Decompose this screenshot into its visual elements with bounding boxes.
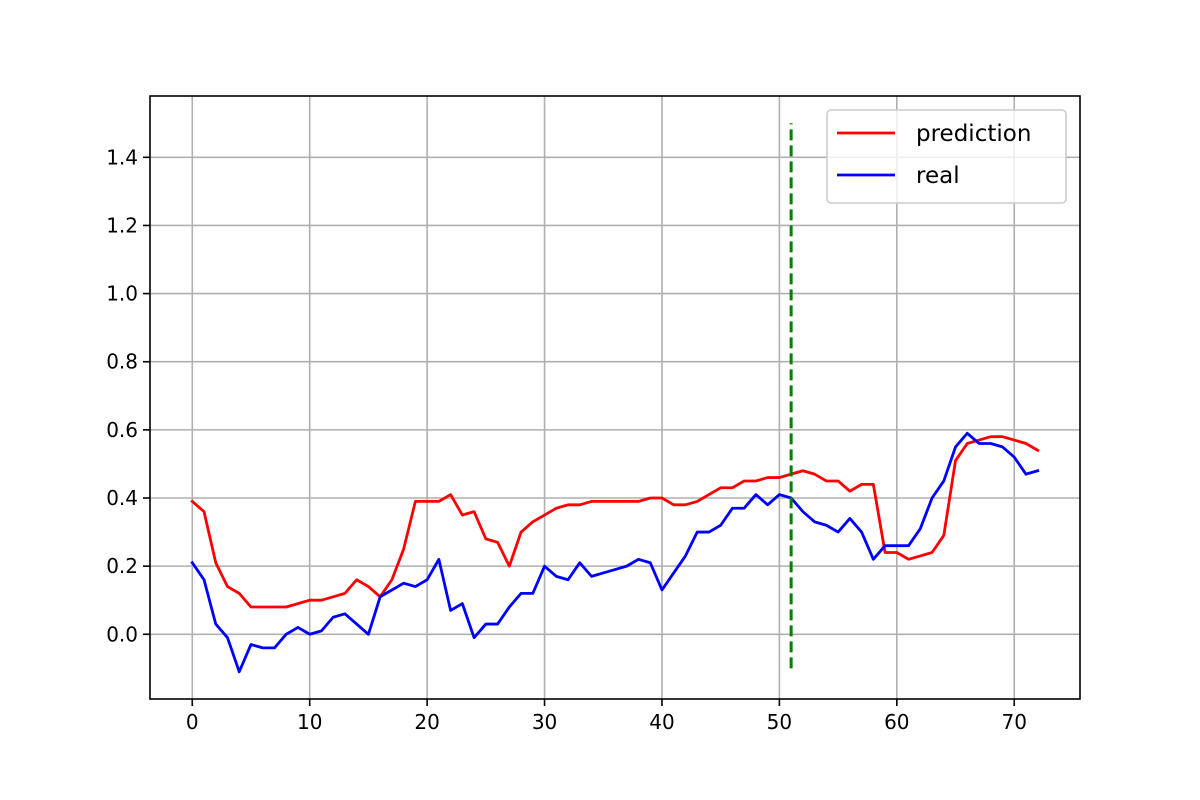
y-tick-label: 0.4 <box>106 486 138 510</box>
y-tick-label: 0.8 <box>106 350 138 374</box>
series-line-prediction <box>190 435 1040 609</box>
y-tick-label: 0.6 <box>106 418 138 442</box>
y-tick-label: 0.0 <box>106 622 138 646</box>
legend-label-real: real <box>916 163 960 189</box>
x-tick-label: 40 <box>649 710 674 734</box>
x-tick-label: 50 <box>767 710 792 734</box>
x-tick-label: 0 <box>186 710 199 734</box>
x-tick-label: 60 <box>884 710 909 734</box>
legend-label-prediction: prediction <box>916 121 1031 147</box>
y-tick-label: 0.2 <box>106 554 138 578</box>
y-tick-label: 1.2 <box>106 213 138 237</box>
plot-frame <box>149 95 1081 700</box>
x-tick-label: 10 <box>297 710 322 734</box>
axis-ticks: 0 10 20 30 40 50 60 70 0.0 0.2 0.4 0.6 0.8 1.0 1.2 1.4 <box>106 145 1027 734</box>
series-layer <box>190 431 1040 674</box>
x-tick-label: 20 <box>414 710 439 734</box>
legend: prediction real <box>826 109 1067 204</box>
x-tick-label: 30 <box>532 710 557 734</box>
y-tick-label: 1.0 <box>106 282 138 306</box>
series-line-real <box>190 431 1040 674</box>
y-tick-label: 1.4 <box>106 145 138 169</box>
x-tick-label: 70 <box>1002 710 1027 734</box>
